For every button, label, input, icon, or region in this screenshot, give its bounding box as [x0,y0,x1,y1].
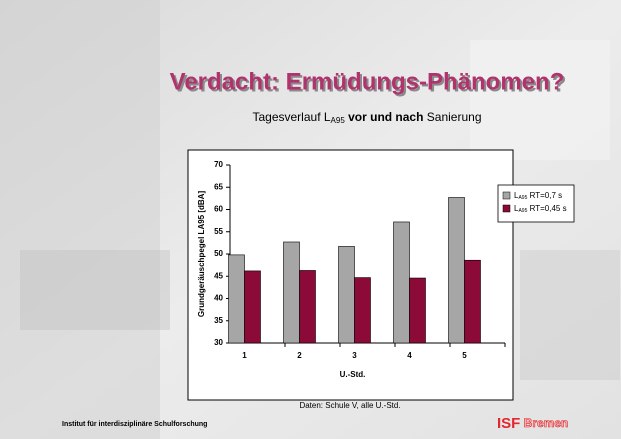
institute: Institut für interdisziplinäre Schulfors… [62,421,207,428]
y-axis-label: Grundgeräuschpegel LA95 [dBA] [197,191,206,318]
subtitle-subscript: A95 [331,116,346,125]
subtitle-part: Sanierung [423,110,481,124]
y-tick-label: 50 [214,249,223,258]
legend-swatch [503,205,510,212]
legend-text: A95 [518,195,527,201]
x-tick-label: 4 [407,351,412,360]
logo: ISF Bremen [497,415,568,432]
logo-isf: ISF [497,415,520,432]
bar [410,278,426,343]
photo-shade [520,250,620,380]
legend-text: RT=0,45 s [527,204,566,213]
bar [229,255,245,343]
y-tick-label: 55 [214,227,223,236]
y-tick-label: 45 [214,271,223,280]
bar [339,246,355,343]
y-tick-label: 35 [214,316,223,325]
bar [245,271,261,343]
bar [300,270,316,343]
y-tick-label: 65 [214,182,223,191]
bar [355,278,371,343]
bar [465,260,481,343]
subtitle-part: Tagesverlauf L [252,110,330,124]
y-tick-label: 40 [214,294,223,303]
bar [394,222,410,343]
y-tick-label: 70 [214,160,223,169]
subtitle: Tagesverlauf LA95 vor und nach Sanierung [252,110,481,125]
y-tick-label: 30 [214,338,223,347]
subtitle-bold: vor und nach [345,110,424,124]
photo-shade [0,0,160,439]
legend-text: RT=0,7 s [527,191,562,200]
x-tick-label: 1 [242,351,247,360]
photo-shade [20,250,170,330]
x-tick-label: 3 [352,351,357,360]
logo-bremen: Bremen [520,416,568,430]
x-tick-label: 5 [462,351,467,360]
x-tick-label: 2 [297,351,302,360]
bar [284,242,300,343]
legend-swatch [503,192,510,199]
photo-shade [470,40,610,160]
y-tick-label: 60 [214,205,223,214]
chart-title: Verdacht: Ermüdungs-Phänomen? [170,68,565,95]
legend-text: A95 [518,208,527,214]
bar [449,197,465,343]
slide: Verdacht: Ermüdungs-Phänomen? Verdacht: … [0,0,621,439]
x-axis-label: U.-Std. [340,370,366,379]
source-note: Daten: Schule V, alle U.-Std. [299,401,400,410]
